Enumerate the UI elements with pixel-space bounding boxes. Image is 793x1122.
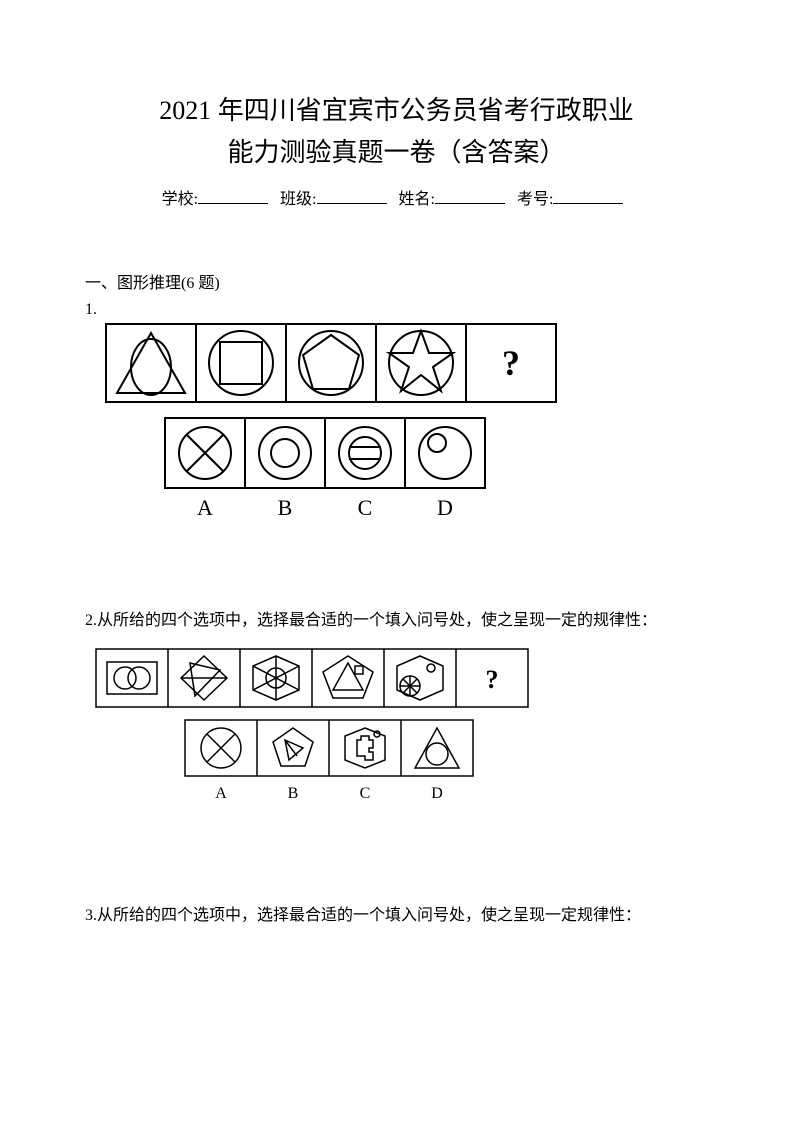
blank-class[interactable] bbox=[317, 188, 387, 204]
q2-number: 2. bbox=[85, 612, 97, 629]
label-school: 学校: bbox=[162, 191, 198, 208]
blank-examno[interactable] bbox=[553, 188, 623, 204]
blank-school[interactable] bbox=[198, 188, 268, 204]
q2-opt-b: B bbox=[288, 785, 299, 802]
q2-svg: ? A B C D bbox=[95, 648, 555, 808]
label-name: 姓名: bbox=[399, 191, 435, 208]
q3-text: 3.从所给的四个选项中，选择最合适的一个填入问号处，使之呈现一定规律性： bbox=[85, 898, 708, 933]
q2-figure: ? A B C D bbox=[95, 648, 708, 808]
page-title: 2021 年四川省宜宾市公务员省考行政职业 能力测验真题一卷（含答案） bbox=[85, 90, 708, 173]
title-line-1: 2021 年四川省宜宾市公务员省考行政职业 bbox=[85, 90, 708, 132]
q1-figure: ? A B C D bbox=[105, 323, 708, 523]
q1-opt-a: A bbox=[197, 495, 213, 520]
q1-opt-d: D bbox=[437, 495, 453, 520]
q3-body: 从所给的四个选项中，选择最合适的一个填入问号处，使之呈现一定规律性： bbox=[97, 907, 641, 924]
q3-number: 3. bbox=[85, 907, 97, 924]
q1-opt-b: B bbox=[278, 495, 293, 520]
label-examno: 考号: bbox=[517, 191, 553, 208]
q2-question-mark: ? bbox=[486, 665, 499, 694]
q2-opt-d: D bbox=[431, 785, 443, 802]
section-header: 一、图形推理(6 题) bbox=[85, 269, 708, 293]
q2-opt-c: C bbox=[360, 785, 371, 802]
blank-name[interactable] bbox=[435, 188, 505, 204]
student-form: 学校: 班级: 姓名: 考号: bbox=[85, 185, 708, 209]
q1-svg: ? A B C D bbox=[105, 323, 575, 523]
title-line-2: 能力测验真题一卷（含答案） bbox=[85, 132, 708, 174]
q1-question-mark: ? bbox=[502, 343, 520, 383]
q1-number: 1. bbox=[85, 301, 708, 319]
q2-text: 2.从所给的四个选项中，选择最合适的一个填入问号处，使之呈现一定的规律性： bbox=[85, 603, 708, 638]
q1-opt-c: C bbox=[358, 495, 373, 520]
q2-body: 从所给的四个选项中，选择最合适的一个填入问号处，使之呈现一定的规律性： bbox=[97, 612, 657, 629]
label-class: 班级: bbox=[280, 191, 316, 208]
q2-opt-a: A bbox=[215, 785, 227, 802]
